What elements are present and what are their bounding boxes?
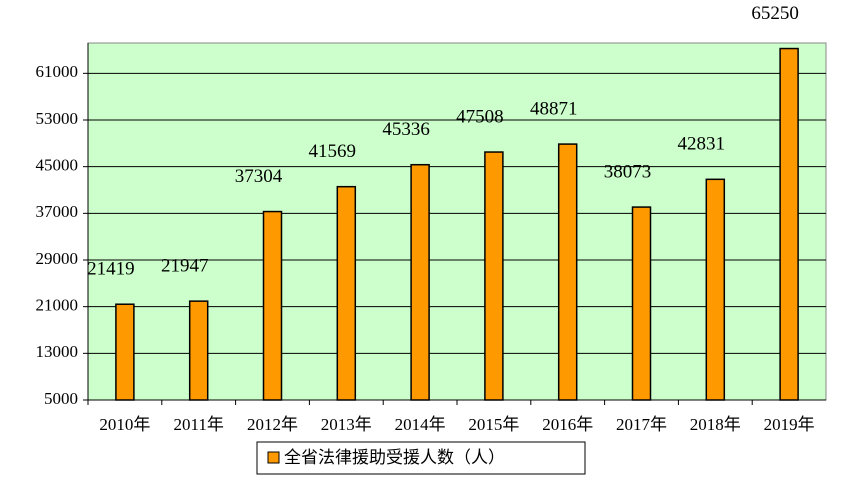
value-label: 37304 — [235, 166, 283, 187]
y-tick-label: 37000 — [36, 202, 79, 221]
y-tick-label: 5000 — [44, 389, 78, 408]
x-tick-label: 2019年 — [764, 415, 815, 434]
legend-box — [256, 441, 586, 475]
bar — [188, 300, 209, 401]
legend-label: 全省法律援助受援人数（人） — [284, 448, 505, 467]
y-tick-label: 21000 — [36, 296, 79, 315]
bar — [557, 143, 578, 401]
bar — [115, 303, 135, 401]
value-label: 38073 — [604, 161, 652, 182]
y-tick-label: 13000 — [36, 342, 79, 361]
x-tick-label: 2015年 — [468, 415, 519, 434]
bar — [484, 151, 504, 401]
y-tick-label: 61000 — [36, 62, 79, 81]
value-label: 21419 — [87, 259, 135, 280]
bar — [336, 185, 357, 401]
x-tick-label: 2016年 — [542, 415, 593, 434]
value-label: 48871 — [530, 98, 578, 119]
x-tick-label: 2017年 — [616, 415, 667, 434]
x-tick-label: 2010年 — [99, 415, 150, 434]
bar — [410, 163, 430, 401]
value-label: 47508 — [456, 106, 504, 127]
bar — [705, 178, 726, 401]
legend-swatch — [267, 451, 280, 464]
x-tick-label: 2018年 — [690, 415, 741, 434]
bar — [262, 210, 283, 401]
y-tick-label: 53000 — [36, 109, 79, 128]
value-label: 65250 — [751, 3, 799, 24]
x-tick-label: 2014年 — [395, 415, 446, 434]
y-tick-label: 45000 — [36, 156, 79, 175]
x-tick-label: 2013年 — [321, 415, 372, 434]
x-tick-label: 2011年 — [174, 415, 224, 434]
y-tick-label: 29000 — [36, 249, 79, 268]
value-label: 41569 — [309, 141, 357, 162]
value-label: 42831 — [678, 134, 726, 155]
value-label: 45336 — [382, 119, 430, 140]
plot-area — [87, 42, 827, 401]
bar — [779, 47, 799, 401]
x-tick-label: 2012年 — [247, 415, 298, 434]
bar — [631, 206, 652, 401]
value-label: 21947 — [161, 256, 209, 277]
